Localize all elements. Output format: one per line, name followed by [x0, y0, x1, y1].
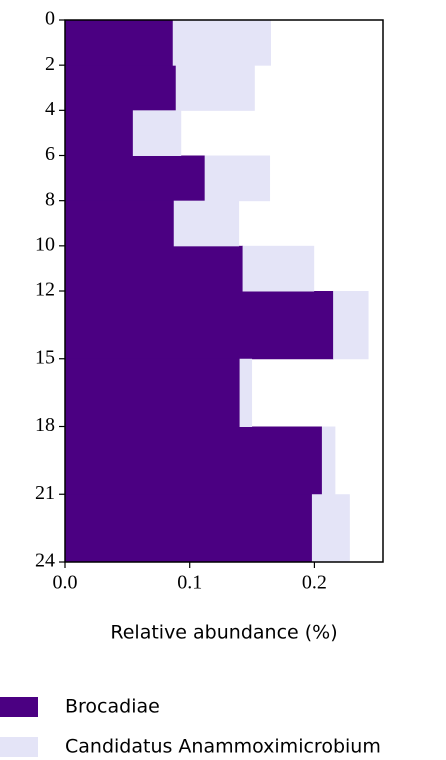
y-tick-label: 24	[35, 550, 55, 572]
bar	[321, 426, 336, 495]
bar	[65, 291, 334, 360]
x-tick-label: 0.1	[177, 572, 202, 594]
bar	[65, 20, 174, 66]
y-tick-label: 0	[45, 8, 55, 30]
y-tick-label: 15	[35, 346, 55, 368]
bar	[311, 494, 350, 563]
legend-label: Brocadiae	[65, 696, 160, 718]
bar	[65, 494, 313, 563]
x-axis-label: Relative abundance (%)	[110, 622, 337, 644]
legend-label: Candidatus Anammoximicrobium	[65, 736, 381, 758]
bar	[65, 245, 244, 292]
x-tick-label: 0.2	[302, 572, 327, 594]
bar	[242, 245, 315, 292]
y-tick-label: 18	[35, 414, 55, 436]
legend-swatch	[0, 697, 38, 717]
bar	[172, 20, 272, 66]
x-tick-label: 0.0	[53, 572, 78, 594]
bar	[65, 110, 134, 156]
bar	[65, 426, 323, 495]
bar	[204, 155, 271, 202]
y-tick-label: 2	[45, 53, 55, 75]
y-tick-label: 6	[45, 143, 55, 165]
bar	[65, 155, 206, 202]
y-tick-label: 4	[45, 98, 55, 120]
bar	[173, 200, 240, 247]
legend-swatch	[0, 737, 38, 757]
bar	[65, 200, 175, 247]
bar	[333, 291, 369, 360]
bar	[175, 65, 255, 111]
bar	[239, 358, 253, 427]
y-tick-label: 10	[35, 233, 55, 255]
y-tick-label: 21	[35, 482, 55, 504]
bar	[65, 65, 177, 111]
bar	[65, 358, 241, 427]
bar	[132, 110, 182, 156]
y-tick-label: 8	[45, 188, 55, 210]
y-tick-label: 12	[35, 279, 55, 301]
